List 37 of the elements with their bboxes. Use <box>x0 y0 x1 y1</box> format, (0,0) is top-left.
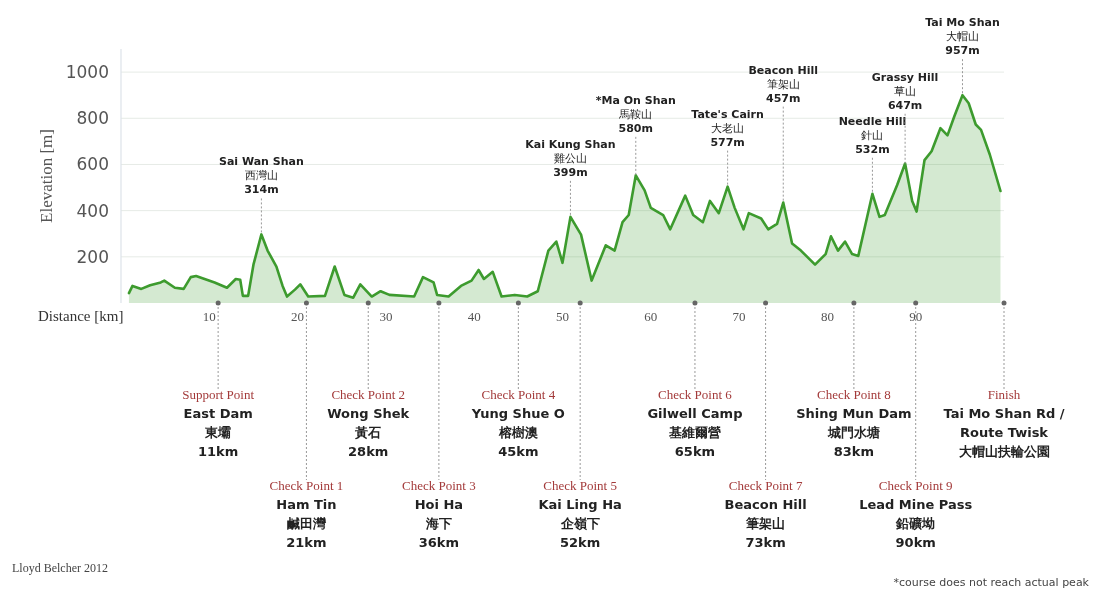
ref-line-label: Finish Tai Mo Shan Rd / Route Twisk 大帽山扶輪公園 <box>943 387 1065 459</box>
ref-line-label: Check Point 2 Wong Shek 黃石 28km <box>327 387 410 459</box>
ref-line-label: Check Point 5 Kai Ling Ha 企嶺下 52km <box>538 478 622 550</box>
y-axis-title: Elevation [m] <box>37 129 56 223</box>
y-tick-label: 400 <box>76 200 109 221</box>
annotation: *Ma On Shan 馬鞍山 580m <box>595 93 676 135</box>
x-tick-label: 10 <box>202 309 216 324</box>
x-tick-label: 90 <box>909 309 923 324</box>
annotation: Tai Mo Shan 大帽山 957m <box>925 16 1000 58</box>
ref-line-label: Check Point 7 Beacon Hill 筆架山 73km <box>724 478 807 550</box>
annotation: Kai Kung Shan 雞公山 399m <box>525 137 616 179</box>
ref-line-label: Check Point 6 Gilwell Camp 基維爾營 65km <box>647 387 743 459</box>
annotation: Needle Hill 針山 532m <box>838 114 907 156</box>
annotation: Sai Wan Shan 西灣山 314m <box>219 155 304 197</box>
x-tick-label: 80 <box>820 309 834 324</box>
x-tick-label: 40 <box>467 309 481 324</box>
annotation: Tate's Cairn 大老山 577m <box>691 107 764 149</box>
x-axis-title: Distance [km] <box>38 308 124 324</box>
x-tick-label: 50 <box>556 309 569 324</box>
annotation: Beacon Hill 筆架山 457m <box>748 63 819 105</box>
annotation: Grassy Hill 草山 647m <box>871 70 939 112</box>
x-tick-label: 30 <box>379 309 393 324</box>
x-tick-label: 70 <box>732 309 746 324</box>
x-tick-label: 60 <box>644 309 658 324</box>
y-tick-label: 1000 <box>65 62 109 83</box>
ref-line-label: Check Point 8 Shing Mun Dam 城門水塘 83km <box>796 387 912 459</box>
y-tick-label: 800 <box>76 108 109 129</box>
text: *course does not reach actual peak <box>893 576 1090 589</box>
y-tick-label: 200 <box>76 246 109 267</box>
ref-line-label: Support Point East Dam 東壩 11km <box>182 387 255 459</box>
ref-line-label: Check Point 4 Yung Shue O 榕樹澳 45km <box>470 387 565 459</box>
ref-line-label: Check Point 1 Ham Tin 鹹田灣 21km <box>269 478 344 550</box>
ref-line-label: Check Point 9 Lead Mine Pass 鉛礦坳 90km <box>859 478 973 550</box>
text: Lloyd Belcher 2012 <box>12 561 108 575</box>
x-tick-label: 20 <box>291 309 305 324</box>
ref-line-label: Check Point 3 Hoi Ha 海下 36km <box>402 478 476 550</box>
y-tick-label: 600 <box>76 154 109 175</box>
